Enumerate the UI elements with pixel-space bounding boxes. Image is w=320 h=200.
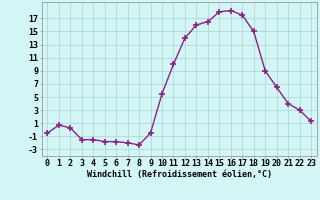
X-axis label: Windchill (Refroidissement éolien,°C): Windchill (Refroidissement éolien,°C) <box>87 170 272 179</box>
